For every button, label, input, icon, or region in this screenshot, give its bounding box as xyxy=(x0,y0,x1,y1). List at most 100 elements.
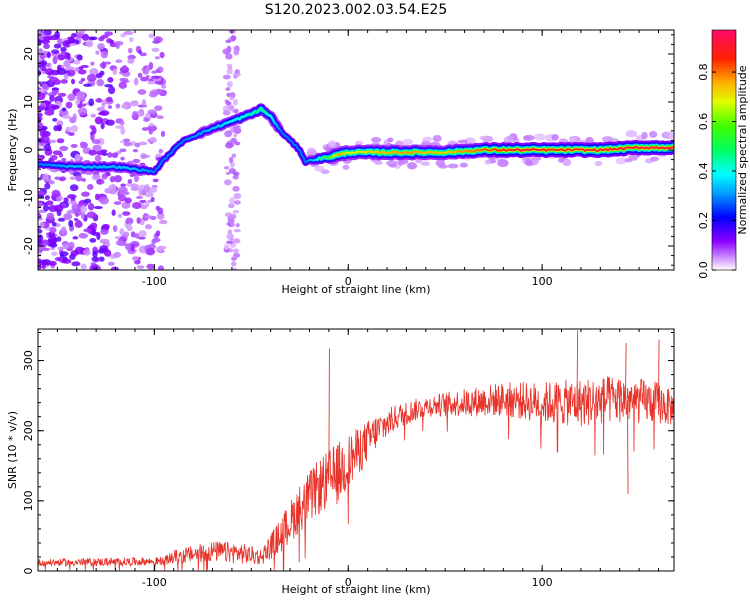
spectrogram-noise-blob xyxy=(89,68,99,75)
spectrogram-noise-blob xyxy=(420,161,431,166)
spectrogram-noise-blob xyxy=(447,163,459,169)
spectrogram-noise-blob xyxy=(38,259,49,266)
spectrogram-noise-blob xyxy=(40,135,50,144)
spectrogram-noise-blob xyxy=(120,183,127,187)
snr-frame xyxy=(37,328,675,572)
spectrogram-noise-blob xyxy=(130,231,136,238)
spectrogram-noise-blob xyxy=(154,80,164,85)
spectrogram-noise-blob xyxy=(98,256,105,262)
spectrogram-noise-blob xyxy=(61,157,67,162)
spectrogram-noise-blob xyxy=(48,260,57,267)
spectrogram-noise-blob xyxy=(113,175,122,183)
spectrogram-noise-blob xyxy=(94,116,103,125)
snr-y-tick-label: 200 xyxy=(22,420,35,441)
spectrogram-noise-blob xyxy=(137,72,143,78)
spectrogram-noise-blob xyxy=(38,121,44,130)
spectrogram-noise-blob xyxy=(94,193,100,201)
spectrogram-noise-blob xyxy=(68,132,75,136)
spectrogram-noise-blob xyxy=(100,123,105,130)
spectrogram-noise-blob xyxy=(342,164,350,170)
spectrogram-noise-blob xyxy=(307,147,316,154)
spectrogram-noise-blob xyxy=(65,68,76,77)
spectrogram-noise-blob xyxy=(234,253,241,258)
spectrogram-noise-blob xyxy=(51,251,58,256)
spectrogram-noise-blob xyxy=(145,202,150,207)
spectrogram-noise-blob xyxy=(56,236,62,242)
spectrogram-noise-blob xyxy=(80,263,87,270)
spectrogram-noise-blob xyxy=(78,66,84,70)
spectrogram-noise-blob xyxy=(44,195,50,201)
spectrogram-noise-blob xyxy=(91,256,100,263)
spectrogram-noise-blob xyxy=(117,194,127,202)
spectrogram-noise-blob xyxy=(143,186,151,192)
spectrogram-noise-blob xyxy=(133,77,139,86)
spectrogram-noise-blob xyxy=(38,265,43,270)
spectrogram-noise-blob xyxy=(115,103,121,109)
spectrogram-noise-blob xyxy=(534,133,546,141)
spectrogram-noise-blob xyxy=(226,240,234,244)
spectrogram-noise-blob xyxy=(64,52,70,59)
spectrogram-noise-blob xyxy=(585,136,594,144)
snr-spike xyxy=(328,348,330,480)
spectrogram-noise-blob xyxy=(78,232,88,239)
spectrogram-noise-blob xyxy=(69,184,79,192)
spectrogram-noise-blob xyxy=(43,30,52,36)
spectrogram-noise-blob xyxy=(59,176,67,181)
spectrogram-noise-blob xyxy=(232,171,240,177)
spectrogram-noise-blob xyxy=(91,139,101,145)
snr-spike xyxy=(627,399,629,494)
spectrogram-noise-blob xyxy=(72,236,79,240)
spectrogram-y-tick-label: 20 xyxy=(22,47,35,61)
spectrogram-noise-blob xyxy=(41,247,51,252)
spectrogram-noise-blob xyxy=(83,83,92,87)
spectrogram-noise-blob xyxy=(121,65,128,71)
spectrogram-noise-blob xyxy=(146,247,155,256)
spectrogram-noise-blob xyxy=(52,150,62,156)
spectrogram-noise-blob xyxy=(67,209,74,214)
spectrogram-noise-blob xyxy=(123,141,133,147)
spectrogram-noise-blob xyxy=(127,222,133,230)
spectrogram-noise-blob xyxy=(124,197,132,204)
spectrogram-noise-blob xyxy=(105,119,115,126)
spectrogram-noise-blob xyxy=(137,49,143,55)
spectrogram-noise-blob xyxy=(131,256,140,262)
spectrogram-noise-blob xyxy=(233,133,238,138)
spectrogram-noise-blob xyxy=(119,228,125,236)
spectrogram-noise-blob xyxy=(90,36,98,41)
spectrogram-x-tick-label: -100 xyxy=(142,275,167,288)
spectrogram-noise-blob xyxy=(54,204,64,213)
spectrogram-noise-blob xyxy=(156,212,165,220)
spectrogram-noise-blob xyxy=(107,77,114,83)
snr-spike xyxy=(658,339,660,403)
spectrogram-noise-blob xyxy=(71,203,80,212)
spectrogram-noise-blob xyxy=(150,75,161,79)
spectrogram-noise-blob xyxy=(120,156,125,161)
spectrogram-noise-blob xyxy=(228,156,234,164)
spectrogram-noise-blob xyxy=(457,139,468,144)
spectrogram-noise-blob xyxy=(155,246,164,253)
spectrogram-noise-blob xyxy=(232,185,240,192)
spectrogram-noise-blob xyxy=(144,215,154,219)
spectrogram-noise-blob xyxy=(225,171,231,176)
spectrogram-noise-blob xyxy=(106,96,113,103)
spectrogram-noise-blob xyxy=(387,137,394,143)
spectrogram-noise-blob xyxy=(159,219,168,225)
spectrogram-noise-blob xyxy=(562,158,572,167)
spectrogram-noise-blob xyxy=(42,173,49,180)
spectrogram-noise-blob xyxy=(56,197,62,202)
spectrogram-noise-blob xyxy=(112,225,118,233)
spectrogram-noise-blob xyxy=(101,173,108,180)
spectrogram-noise-blob xyxy=(402,138,414,146)
spectrogram-noise-blob xyxy=(149,136,157,142)
spectrogram-noise-blob xyxy=(44,110,55,116)
spectrogram-noise-blob xyxy=(107,261,115,266)
spectrogram-noise-blob xyxy=(83,228,93,233)
spectrogram-noise-blob xyxy=(222,48,231,55)
spectrogram-noise-blob xyxy=(141,99,147,107)
spectrogram-noise-blob xyxy=(138,188,143,197)
spectrogram-noise-blob xyxy=(152,178,159,183)
spectrogram-noise-blob xyxy=(81,191,90,197)
spectrogram-noise-blob xyxy=(89,237,97,243)
spectrogram-noise-blob xyxy=(466,138,474,145)
